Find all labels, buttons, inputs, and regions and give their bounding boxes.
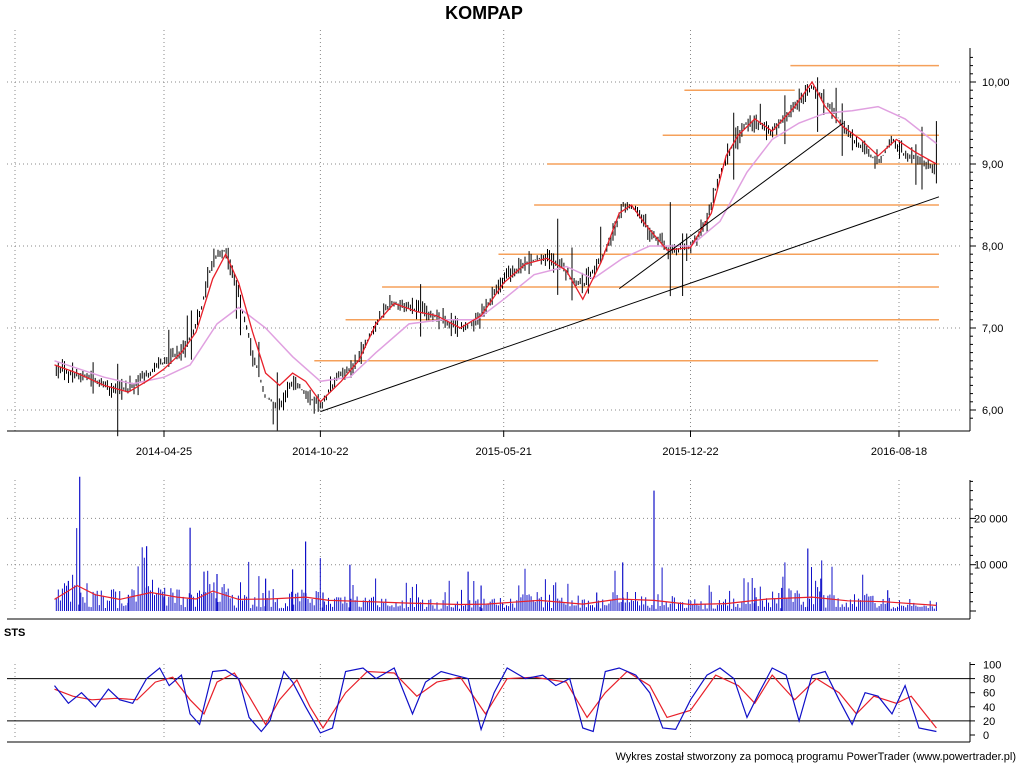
volume-bars xyxy=(55,476,937,611)
date-tick-label: 2015-05-21 xyxy=(476,446,532,458)
price-axis: 6,00 7,00 8,00 9,00 10,00 xyxy=(7,48,1010,432)
trendline xyxy=(618,122,844,290)
footer-credit: Wykres został stworzony za pomocą progra… xyxy=(615,751,1016,763)
price-tick-label: 9,00 xyxy=(982,159,1003,171)
oscillator-tick-label: 0 xyxy=(983,730,989,742)
date-tick-label: 2016-08-18 xyxy=(871,446,927,458)
volume-panel: 10 000 20 000 xyxy=(7,476,1008,620)
oscillator-label: STS xyxy=(4,627,25,639)
oscillator-tick-label: 20 xyxy=(983,716,995,728)
price-tick-label: 8,00 xyxy=(982,241,1003,253)
price-bars xyxy=(55,77,937,437)
oscillator-axis: 0 20 40 60 80 100 xyxy=(7,660,1001,743)
oscillator-panel: STS 0 20 40 60 80 100 xyxy=(4,627,1001,743)
support-resistance-levels xyxy=(314,64,939,362)
price-tick-label: 7,00 xyxy=(982,323,1003,335)
price-grid xyxy=(7,30,962,431)
oscillator-k-line xyxy=(54,667,937,734)
price-tick-label: 10,00 xyxy=(982,77,1010,89)
date-tick-label: 2014-10-22 xyxy=(292,446,348,458)
volume-average xyxy=(54,584,937,606)
volume-tick-label: 10 000 xyxy=(974,560,1008,572)
volume-tick-label: 20 000 xyxy=(974,513,1008,525)
trendline xyxy=(320,196,940,413)
trendlines xyxy=(320,122,940,413)
chart-title: KOMPAP xyxy=(445,3,523,23)
price-tick-label: 6,00 xyxy=(982,405,1003,417)
oscillator-tick-label: 40 xyxy=(983,702,995,714)
oscillator-tick-label: 60 xyxy=(983,688,995,700)
volume-axis: 10 000 20 000 xyxy=(7,480,1008,620)
volume-ma-line xyxy=(54,584,937,606)
ma-short-line xyxy=(54,80,937,403)
oscillator-tick-label: 80 xyxy=(983,674,995,686)
date-tick-label: 2015-12-22 xyxy=(662,446,718,458)
date-axis: 2014-04-25 2014-10-22 2015-05-21 2015-12-22… xyxy=(136,431,927,458)
moving-averages xyxy=(54,80,937,403)
date-tick-label: 2014-04-25 xyxy=(136,446,192,458)
oscillator-tick-label: 100 xyxy=(983,660,1001,672)
ma-long-line xyxy=(54,105,937,385)
oscillator-lines xyxy=(54,667,937,734)
